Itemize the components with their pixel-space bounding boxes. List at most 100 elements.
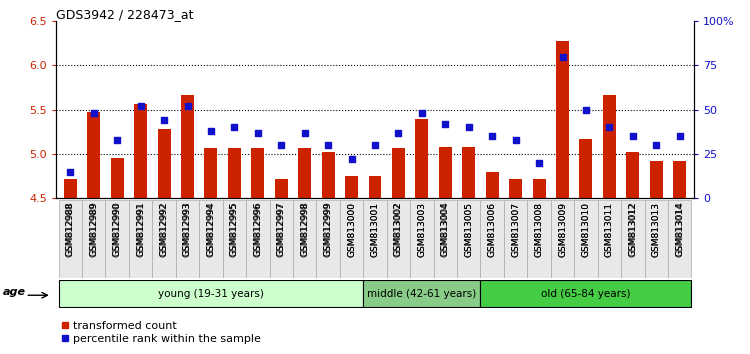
Bar <box>509 179 522 198</box>
Bar <box>322 152 334 198</box>
Point <box>556 54 568 59</box>
Text: GSM812993: GSM812993 <box>183 201 192 256</box>
FancyBboxPatch shape <box>387 200 410 278</box>
Text: age: age <box>3 286 26 297</box>
FancyBboxPatch shape <box>668 200 692 278</box>
Text: GSM812995: GSM812995 <box>230 202 238 257</box>
Text: GSM812999: GSM812999 <box>323 201 332 256</box>
Text: GSM812996: GSM812996 <box>254 201 262 256</box>
Bar <box>580 139 592 198</box>
Text: GSM813010: GSM813010 <box>581 201 590 257</box>
Text: GSM813005: GSM813005 <box>464 201 473 257</box>
Text: GSM812994: GSM812994 <box>206 201 215 256</box>
Bar <box>392 148 405 198</box>
Bar <box>274 179 288 198</box>
Point <box>275 142 287 148</box>
Bar <box>181 95 194 198</box>
Bar <box>111 159 124 198</box>
Bar <box>674 161 686 198</box>
Point <box>510 137 522 143</box>
Text: GSM812998: GSM812998 <box>300 202 309 257</box>
Text: GSM812993: GSM812993 <box>183 202 192 257</box>
Point <box>322 142 334 148</box>
Point <box>440 121 452 127</box>
Text: GSM813004: GSM813004 <box>441 202 450 257</box>
Point <box>111 137 123 143</box>
Bar <box>345 176 358 198</box>
Text: GSM812995: GSM812995 <box>230 201 238 256</box>
Text: GSM813008: GSM813008 <box>535 202 544 257</box>
Point <box>182 103 194 109</box>
Text: GSM813002: GSM813002 <box>394 201 403 256</box>
Text: GSM812996: GSM812996 <box>254 202 262 257</box>
Text: GSM813014: GSM813014 <box>675 201 684 256</box>
FancyBboxPatch shape <box>574 200 598 278</box>
FancyBboxPatch shape <box>58 200 82 278</box>
Text: GSM813002: GSM813002 <box>394 202 403 257</box>
Bar <box>603 95 616 198</box>
Bar <box>251 148 264 198</box>
Point <box>135 103 147 109</box>
Bar <box>532 179 545 198</box>
Point <box>205 128 217 134</box>
Text: GSM813007: GSM813007 <box>512 201 520 257</box>
FancyBboxPatch shape <box>504 200 527 278</box>
Text: GSM812997: GSM812997 <box>277 201 286 256</box>
Text: GSM813004: GSM813004 <box>441 201 450 256</box>
Text: GSM812992: GSM812992 <box>160 201 169 256</box>
Point <box>298 130 310 136</box>
Bar <box>158 129 170 198</box>
FancyBboxPatch shape <box>644 200 668 278</box>
FancyBboxPatch shape <box>176 200 200 278</box>
Point <box>392 130 404 136</box>
Text: GSM813008: GSM813008 <box>535 201 544 257</box>
FancyBboxPatch shape <box>82 200 106 278</box>
Text: GSM812991: GSM812991 <box>136 201 146 256</box>
Point <box>252 130 264 136</box>
Text: GSM813005: GSM813005 <box>464 202 473 257</box>
Text: GSM813012: GSM813012 <box>628 201 638 256</box>
Point <box>603 125 615 130</box>
FancyBboxPatch shape <box>550 200 574 278</box>
Point <box>533 160 545 166</box>
Point <box>674 133 686 139</box>
Point <box>64 169 76 175</box>
FancyBboxPatch shape <box>293 200 316 278</box>
Text: GSM813000: GSM813000 <box>347 201 356 257</box>
Bar <box>556 41 569 198</box>
Bar <box>205 148 218 198</box>
FancyBboxPatch shape <box>269 200 293 278</box>
Bar <box>134 104 147 198</box>
FancyBboxPatch shape <box>58 280 363 307</box>
Text: GSM812999: GSM812999 <box>323 202 332 257</box>
Text: GSM813011: GSM813011 <box>604 202 613 257</box>
Text: GSM813014: GSM813014 <box>675 202 684 257</box>
Text: GSM812989: GSM812989 <box>89 201 98 256</box>
Text: GSM812988: GSM812988 <box>66 202 75 257</box>
Text: GSM812988: GSM812988 <box>66 201 75 256</box>
Text: GSM813003: GSM813003 <box>417 202 426 257</box>
Point <box>228 125 240 130</box>
Point <box>627 133 639 139</box>
FancyBboxPatch shape <box>457 200 481 278</box>
Bar <box>416 119 428 198</box>
Point <box>346 156 358 162</box>
Text: GSM813009: GSM813009 <box>558 201 567 257</box>
Point <box>486 133 498 139</box>
Text: GSM812994: GSM812994 <box>206 202 215 257</box>
FancyBboxPatch shape <box>152 200 176 278</box>
Text: middle (42-61 years): middle (42-61 years) <box>368 289 476 299</box>
FancyBboxPatch shape <box>598 200 621 278</box>
FancyBboxPatch shape <box>129 200 152 278</box>
Text: GSM813011: GSM813011 <box>604 201 613 257</box>
Text: GSM812990: GSM812990 <box>112 202 122 257</box>
Point <box>416 110 428 116</box>
Text: GSM813000: GSM813000 <box>347 202 356 257</box>
Text: GSM812990: GSM812990 <box>112 201 122 256</box>
Text: GSM813007: GSM813007 <box>512 202 520 257</box>
Text: GSM813010: GSM813010 <box>581 202 590 257</box>
Bar <box>368 176 382 198</box>
FancyBboxPatch shape <box>621 200 644 278</box>
Point <box>369 142 381 148</box>
Text: young (19-31 years): young (19-31 years) <box>158 289 264 299</box>
